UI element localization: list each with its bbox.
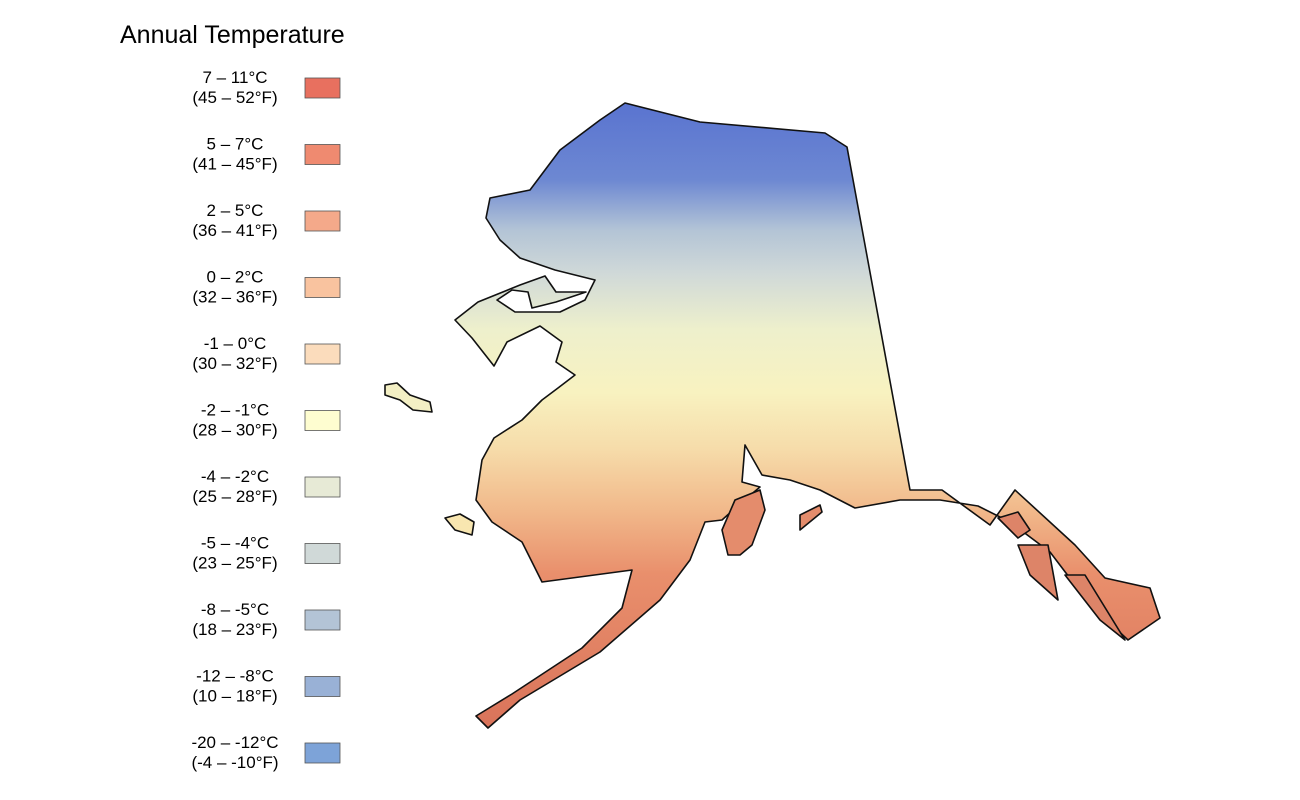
legend-celsius: -5 – -4°C [201,534,269,553]
legend-swatch [304,742,341,764]
legend-celsius: -1 – 0°C [204,334,267,353]
legend-fahrenheit: (18 – 23°F) [192,620,277,639]
legend-swatch [304,277,341,298]
legend-fahrenheit: (23 – 25°F) [192,554,277,573]
legend-title: Annual Temperature [120,21,345,49]
legend-fahrenheit: (30 – 32°F) [192,354,277,373]
legend-fahrenheit: (10 – 18°F) [192,687,277,706]
st-lawrence-island [384,382,433,413]
legend-celsius: 0 – 2°C [207,268,264,287]
legend-fahrenheit: (32 – 36°F) [192,288,277,307]
legend-celsius: -20 – -12°C [191,733,278,752]
legend-celsius: 2 – 5°C [207,201,264,220]
legend-celsius: 7 – 11°C [202,68,267,87]
legend-celsius: 5 – 7°C [207,135,264,154]
legend-swatch [304,410,341,431]
mainland [454,102,1161,729]
panhandle-island-3 [997,511,1031,539]
legend-fahrenheit: (-4 – -10°F) [191,753,278,772]
panhandle-island-2 [1064,574,1126,641]
legend-fahrenheit: (25 – 28°F) [192,487,277,506]
legend-swatch [304,676,341,697]
legend-swatch [304,543,341,564]
legend-celsius: -12 – -8°C [196,667,274,686]
alaska-map [384,102,1161,729]
legend-fahrenheit: (36 – 41°F) [192,221,277,240]
nunivak-island [444,513,475,536]
legend-swatch [304,476,341,498]
legend-swatch [304,210,341,232]
legend-fahrenheit: (41 – 45°F) [192,155,277,174]
legend-celsius: -8 – -5°C [201,600,269,619]
legend-swatch [304,609,341,631]
legend-fahrenheit: (28 – 30°F) [192,421,277,440]
legend: 7 – 11°C(45 – 52°F) 5 – 7°C(41 – 45°F) 2 –… [191,68,341,772]
legend-fahrenheit: (45 – 52°F) [192,88,277,107]
kenai-peninsula [721,489,766,556]
legend-celsius: -4 – -2°C [201,467,269,486]
legend-swatch [304,77,341,99]
panhandle-island-1 [1017,544,1059,601]
kodiak-area [799,504,823,531]
legend-celsius: -2 – -1°C [201,401,269,420]
legend-swatch [304,343,341,365]
legend-swatch [304,144,341,165]
